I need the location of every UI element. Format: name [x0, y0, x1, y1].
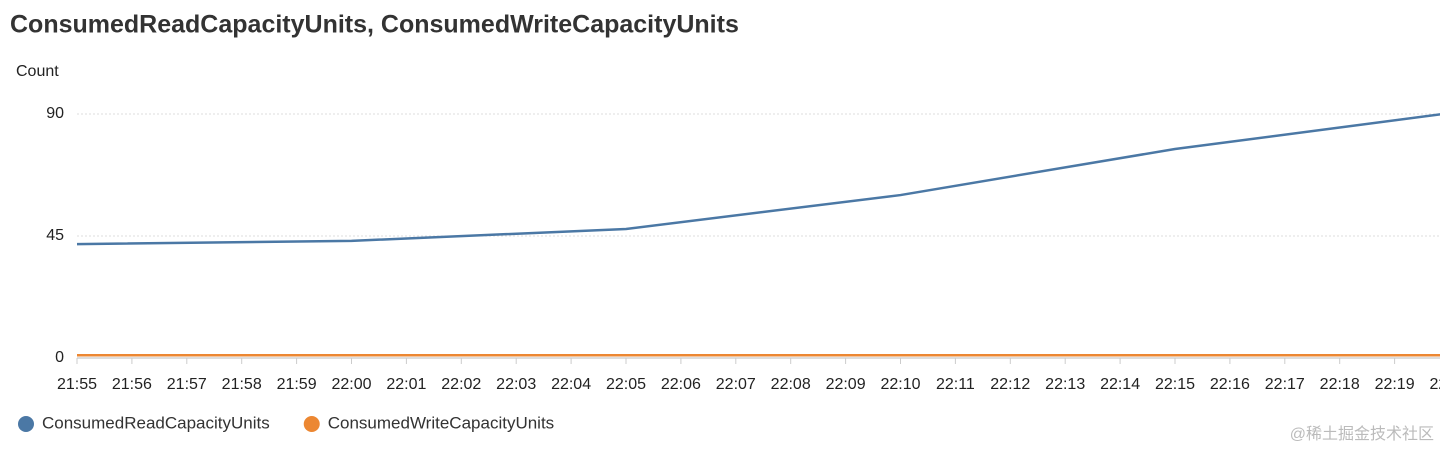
y-tick-label: 0	[55, 349, 64, 366]
x-tick-label: 21:56	[112, 376, 152, 393]
x-tick-label: 22:02	[441, 376, 481, 393]
x-tick-label: 22:15	[1155, 376, 1195, 393]
x-tick-label: 22:20	[1429, 376, 1440, 393]
x-tick-label: 22:18	[1320, 376, 1360, 393]
x-tick-label: 22:06	[661, 376, 701, 393]
series-line	[76, 113, 1440, 246]
x-tick-label: 21:55	[57, 376, 97, 393]
legend-label: ConsumedWriteCapacityUnits	[328, 413, 554, 432]
legend-label: ConsumedReadCapacityUnits	[42, 413, 270, 432]
y-axis-label: Count	[16, 63, 59, 80]
x-tick-label: 22:16	[1210, 376, 1250, 393]
x-tick-label: 22:11	[936, 376, 975, 393]
x-tick-label: 22:07	[716, 376, 756, 393]
x-tick-label: 22:12	[990, 376, 1030, 393]
watermark: @稀土掘金技术社区	[1290, 425, 1434, 443]
x-tick-label: 22:01	[386, 376, 426, 393]
x-tick-label: 22:09	[826, 376, 866, 393]
x-tick-label: 22:00	[331, 376, 371, 393]
x-tick-label: 22:05	[606, 376, 646, 393]
legend-swatch	[303, 416, 320, 432]
x-tick-label: 21:58	[222, 376, 262, 393]
legend-swatch	[18, 416, 34, 432]
x-tick-label: 22:04	[551, 376, 591, 393]
y-tick-label: 45	[46, 227, 64, 244]
x-tick-label: 22:14	[1100, 376, 1140, 393]
x-tick-label: 22:19	[1375, 376, 1415, 393]
chart-title: ConsumedReadCapacityUnits, ConsumedWrite…	[10, 11, 739, 39]
y-tick-label: 90	[46, 105, 64, 122]
x-tick-label: 21:59	[277, 376, 317, 393]
x-tick-label: 22:03	[496, 376, 536, 393]
x-tick-label: 22:10	[880, 376, 920, 393]
x-tick-label: 22:08	[771, 376, 811, 393]
x-tick-label: 21:57	[167, 376, 207, 393]
x-tick-label: 22:17	[1265, 376, 1305, 393]
x-tick-label: 22:13	[1045, 376, 1085, 393]
